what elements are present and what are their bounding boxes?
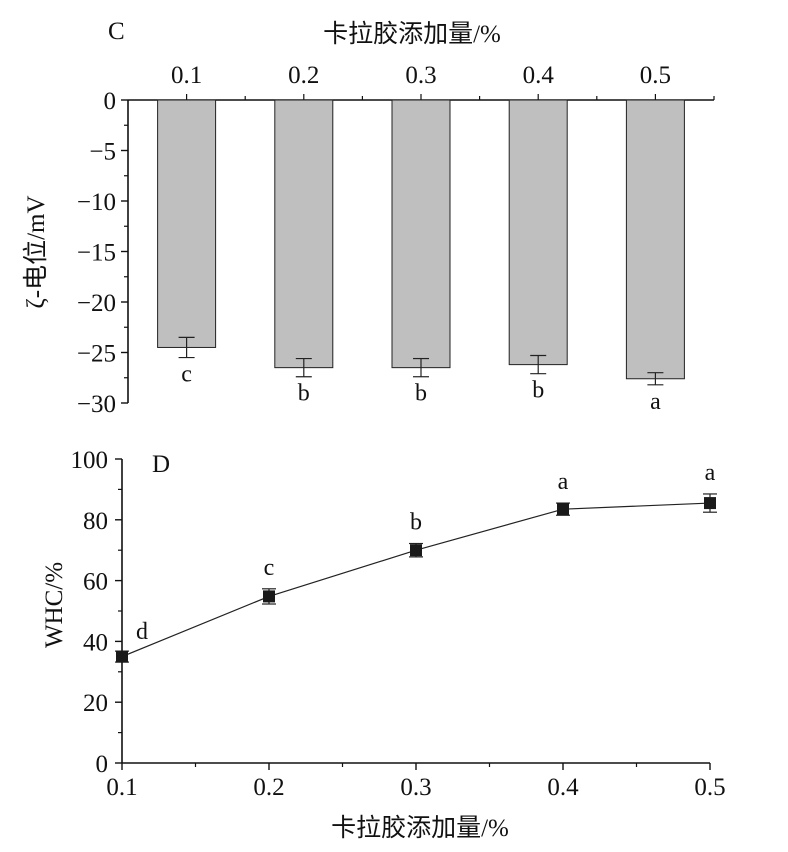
panel-c-significance-label: b — [415, 381, 427, 407]
panel-d-y-tick-label: 40 — [83, 629, 108, 656]
panel-c-significance-label: a — [650, 389, 661, 415]
panel-c-y-tick-label: −15 — [77, 240, 116, 267]
panel-c-significance-label: c — [181, 362, 192, 388]
panel-c-significance-label: b — [298, 381, 310, 407]
panel-c-label: C — [108, 18, 125, 45]
panel-c-y-tick-label: −20 — [77, 290, 116, 317]
panel-d-significance-label: d — [136, 619, 148, 645]
panel-d-data-point — [557, 503, 569, 516]
panel-d-x-tick-label: 0.5 — [694, 774, 725, 801]
panel-d-significance-label: a — [558, 469, 569, 495]
panel-c-chart: C 卡拉胶添加量/% ζ-电位/mV 0 −5 −10 −15 −20 −25 −30 0.1… — [22, 18, 715, 418]
panel-c-y-tick-label: 0 — [104, 88, 117, 115]
panel-c-y-tick-label: −5 — [89, 139, 116, 166]
panel-d-significance-label: c — [264, 555, 275, 581]
panel-c-x-tick-label: 0.2 — [288, 62, 319, 89]
panel-d-y-tick-label: 80 — [83, 508, 108, 535]
panel-d-significance-label: b — [410, 510, 422, 536]
panel-d-x-tick-label: 0.1 — [106, 774, 137, 801]
panel-c-x-axis-title: 卡拉胶添加量/% — [323, 20, 501, 48]
panel-c-bar — [508, 99, 568, 366]
panel-c-bar — [274, 99, 334, 369]
panel-c-x-tick-label: 0.4 — [523, 62, 555, 89]
panel-d-y-tick-label: 0 — [96, 751, 109, 778]
panel-d-data-point — [116, 650, 128, 663]
panel-d-y-tick-label: 100 — [71, 447, 109, 474]
panel-d-x-tick-label: 0.3 — [400, 774, 431, 801]
panel-c-significance-label: b — [532, 378, 544, 404]
panel-d-data-point — [704, 497, 716, 510]
panel-d-y-tick-label: 20 — [83, 690, 108, 717]
panel-c-x-tick-label: 0.5 — [640, 62, 671, 89]
panel-d-x-axis-title: 卡拉胶添加量/% — [331, 814, 509, 842]
panel-c-y-tick-label: −10 — [77, 189, 116, 216]
panel-d-x-tick-label: 0.2 — [253, 774, 284, 801]
panel-d-label: D — [152, 451, 170, 478]
panel-c-y-tick-label: −30 — [77, 391, 116, 418]
panel-d-data-point — [263, 590, 275, 603]
panel-c-y-axis-title: ζ-电位/mV — [22, 195, 50, 308]
panel-c-bar — [625, 99, 685, 380]
panel-d-y-tick-label: 60 — [83, 569, 108, 596]
panel-c-bar — [157, 99, 217, 348]
panel-d-chart: D 卡拉胶添加量/% WHC/% 0 20 40 60 80 100 0.1 0.2 0.3 0.… — [41, 447, 726, 842]
panel-d-data-point — [410, 544, 422, 557]
panel-d-y-axis-title: WHC/% — [41, 562, 68, 648]
panel-c-x-tick-label: 0.3 — [405, 62, 436, 89]
panel-d-x-tick-label: 0.4 — [547, 774, 579, 801]
panel-c-x-tick-label: 0.1 — [171, 62, 202, 89]
panel-d-significance-label: a — [705, 460, 716, 486]
panel-c-y-tick-label: −25 — [77, 341, 116, 368]
panel-c-bar — [391, 99, 451, 369]
